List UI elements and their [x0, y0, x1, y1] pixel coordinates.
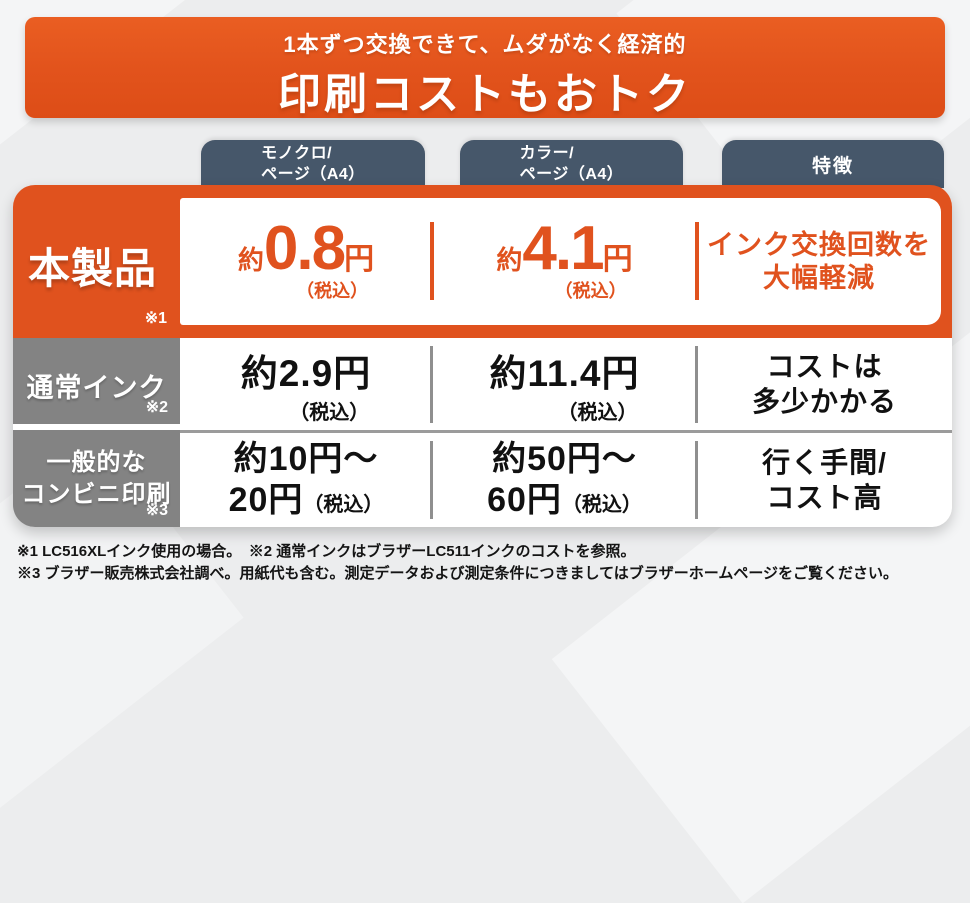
column-header-color: カラー/ページ（A4）	[460, 140, 683, 188]
cell-regular-mono-price: 約2.9円 （税込）	[180, 338, 432, 430]
column-header-line: モノクロ/	[261, 144, 333, 162]
feature-line: インク交換回数を	[707, 230, 931, 261]
row-regular-ink-header: 通常インク ※2	[13, 338, 180, 424]
feature-line: コスト高	[766, 482, 883, 513]
price-value: 20円	[228, 481, 304, 519]
column-header-monochrome-label: モノクロ/ページ（A4）	[261, 143, 365, 185]
footnotes: ※1 LC516XLインク使用の場合。 ※2 通常インクはブラザーLC511イン…	[17, 541, 957, 585]
label-line: 一般的な	[46, 449, 147, 476]
cell-store-feature: 行く手間/コスト高	[697, 433, 952, 527]
banner-subtitle: 1本ずつ交換できて、ムダがなく経済的	[283, 32, 687, 57]
cell-regular-color-price: 約11.4円 （税込）	[432, 338, 697, 430]
tax-included-label: （税込）	[554, 280, 627, 301]
cell-store-mono-price: 約10円～ 20円（税込）	[180, 433, 432, 527]
price-unit: 円	[602, 243, 633, 277]
tax-included-label: （税込）	[289, 402, 370, 424]
column-divider	[695, 346, 698, 423]
column-divider	[430, 222, 434, 300]
label-line: コンビニ印刷	[21, 480, 172, 508]
price-block: 約10円～ 20円（税込）	[229, 439, 384, 522]
price-approx: 約	[496, 245, 523, 276]
row-this-product: 本製品 ※1 約 0.8 円 （税込） 約 4.1 円 （税込） インク交換回数を 大幅軽…	[13, 185, 952, 338]
row-separator-label	[13, 424, 180, 430]
price-value: 約10円～	[233, 439, 379, 478]
price-line: 約 4.1 円	[496, 214, 633, 284]
row-this-product-values: 約 0.8 円 （税込） 約 4.1 円 （税込） インク交換回数を 大幅軽減	[180, 198, 941, 325]
feature-line: 多少かかる	[751, 386, 897, 417]
column-header-feature: 特徴	[722, 140, 944, 188]
column-header-monochrome: モノクロ/ページ（A4）	[201, 140, 425, 188]
feature-text: インク交換回数を 大幅軽減	[707, 229, 931, 294]
column-divider	[430, 441, 433, 519]
tax-included-label: （税込）	[303, 494, 384, 516]
price-block: 約 4.1 円 （税込）	[496, 214, 633, 303]
column-header-feature-label: 特徴	[811, 155, 854, 177]
footnote-line-2: ※3 ブラザー販売株式会社調べ。用紙代も含む。測定データおよび測定条件につきまし…	[17, 565, 899, 582]
page-title: 印刷コストもおトク	[278, 71, 692, 119]
feature-text: 行く手間/コスト高	[762, 445, 887, 515]
price-approx: 約	[237, 245, 264, 276]
tax-included-label: （税込）	[561, 494, 642, 516]
price-value: 0.8	[263, 214, 346, 284]
price-value: 4.1	[522, 214, 604, 284]
column-divider	[430, 346, 433, 423]
cell-regular-feature: コストは 多少かかる	[697, 338, 952, 430]
feature-text: コストは 多少かかる	[752, 349, 897, 419]
feature-line: コストは	[766, 351, 883, 382]
column-header-line: ページ（A4）	[519, 166, 624, 183]
tax-included-label: （税込）	[557, 402, 638, 424]
footnote-mark-2: ※2	[145, 399, 168, 416]
row-regular-ink-values: 約2.9円 （税込） 約11.4円 （税込） コストは多少かかる	[180, 338, 952, 430]
footnote-line-1: ※1 LC516XLインク使用の場合。 ※2 通常インクはブラザーLC511イン…	[17, 543, 636, 560]
column-header-line: カラー/	[519, 144, 575, 162]
cell-product-feature: インク交換回数を 大幅軽減	[697, 198, 941, 325]
column-header-line: ページ（A4）	[261, 166, 365, 183]
column-divider	[695, 441, 698, 519]
column-header-color-label: カラー/ページ（A4）	[520, 143, 624, 185]
row-convenience-store-values: 約10円～ 20円（税込） 約50円～ 60円（税込） 行く手間/コスト高	[180, 433, 952, 527]
row-this-product-header: 本製品 ※1	[13, 185, 180, 338]
cell-product-mono-price: 約 0.8 円 （税込）	[180, 198, 432, 325]
price-value: 60円	[487, 481, 562, 519]
row-regular-ink-label: 通常インク	[26, 373, 167, 403]
footnote-mark-3: ※3	[145, 502, 168, 519]
row-convenience-store-label: 一般的なコンビニ印刷	[13, 447, 180, 510]
row-this-product-label: 本製品	[27, 245, 157, 292]
row-convenience-store-header: 一般的なコンビニ印刷 ※3	[13, 430, 180, 527]
header-banner: 1本ずつ交換できて、ムダがなく経済的 印刷コストもおトク	[25, 17, 945, 119]
price-unit: 円	[344, 243, 375, 277]
footnote-mark-1: ※1	[144, 310, 167, 327]
cell-product-color-price: 約 4.1 円 （税込）	[432, 198, 697, 325]
feature-line: 行く手間/	[762, 447, 887, 478]
price-value: 約11.4円	[489, 353, 640, 394]
feature-line: 大幅軽減	[763, 262, 875, 293]
price-block: 約11.4円 （税込）	[490, 343, 640, 425]
price-block: 約50円～ 60円（税込）	[487, 439, 642, 522]
row-separator-values	[180, 430, 952, 433]
column-divider	[695, 222, 699, 300]
price-line: 約 0.8 円	[237, 214, 375, 284]
price-value: 約50円～	[492, 439, 637, 478]
price-block: 約 0.8 円 （税込）	[237, 214, 375, 303]
tax-included-label: （税込）	[296, 280, 369, 301]
price-block: 約2.9円 （税込）	[241, 343, 371, 425]
price-value: 約2.9円	[240, 353, 372, 394]
cell-store-color-price: 約50円～ 60円（税込）	[432, 433, 697, 527]
